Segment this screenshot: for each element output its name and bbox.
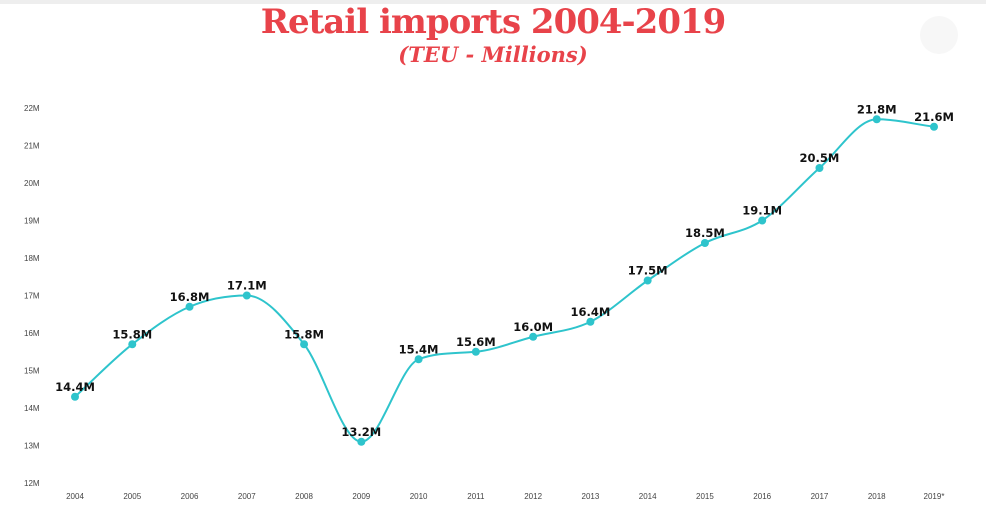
y-tick-label: 16M — [24, 329, 40, 338]
data-points — [71, 115, 938, 446]
data-label: 13.2M — [341, 425, 381, 439]
data-label: 15.4M — [399, 342, 439, 356]
x-axis: 2004 2005 2006 2007 2008 2009 2010 2011 2012 2013… — [66, 492, 944, 501]
data-label: 15.8M — [112, 327, 152, 341]
data-labels: 14.4M 15.8M 16.8M 17.1M 15.8M 13.2M 15.4M 15.6M… — [55, 102, 954, 439]
data-label: 16.4M — [570, 305, 610, 319]
data-label: 15.8M — [284, 327, 324, 341]
data-point — [242, 291, 251, 300]
y-tick-label: 22M — [24, 104, 40, 113]
chart-title: Retail imports 2004-2019 — [260, 2, 727, 42]
x-tick-label: 2019* — [924, 492, 945, 501]
data-point — [471, 347, 480, 356]
data-label: 17.5M — [628, 264, 668, 278]
y-tick-label: 14M — [24, 404, 40, 413]
x-tick-label: 2011 — [467, 492, 485, 501]
x-tick-label: 2012 — [524, 492, 542, 501]
y-tick-label: 21M — [24, 142, 40, 151]
data-point — [930, 122, 938, 131]
data-point — [643, 276, 652, 285]
y-tick-label: 12M — [24, 479, 40, 488]
x-tick-label: 2007 — [238, 492, 256, 501]
data-label: 15.6M — [456, 335, 496, 349]
x-tick-label: 2005 — [123, 492, 141, 501]
series-line — [74, 118, 935, 443]
x-tick-label: 2009 — [352, 492, 370, 501]
data-point — [71, 392, 79, 401]
data-point — [185, 302, 194, 311]
data-point — [128, 340, 137, 349]
x-tick-label: 2016 — [753, 492, 771, 501]
data-point — [586, 317, 595, 326]
y-axis: 12M 13M 14M 15M 16M 17M 18M 19M 20M 21M 22M — [24, 104, 40, 488]
x-tick-label: 2017 — [811, 492, 829, 501]
x-tick-label: 2008 — [295, 492, 313, 501]
data-point — [872, 115, 881, 124]
data-label: 21.6M — [914, 110, 954, 124]
data-label: 14.4M — [55, 380, 95, 394]
y-tick-label: 15M — [24, 367, 40, 376]
data-label: 19.1M — [742, 204, 782, 218]
data-label: 16.0M — [513, 320, 553, 334]
x-tick-label: 2015 — [696, 492, 714, 501]
x-tick-label: 2013 — [582, 492, 600, 501]
data-label: 16.8M — [170, 290, 210, 304]
data-point — [300, 340, 309, 349]
data-point — [815, 164, 824, 172]
x-tick-label: 2010 — [410, 492, 428, 501]
data-point — [529, 332, 538, 341]
top-divider — [0, 0, 986, 4]
chart-subtitle: (TEU - Millions) — [398, 42, 588, 67]
data-point — [700, 239, 709, 247]
x-tick-label: 2006 — [181, 492, 199, 501]
data-point — [758, 216, 767, 225]
y-tick-label: 13M — [24, 442, 40, 451]
y-tick-label: 19M — [24, 217, 40, 226]
x-tick-label: 2004 — [66, 492, 84, 501]
data-point — [414, 355, 423, 364]
y-tick-label: 20M — [24, 179, 40, 188]
data-label: 21.8M — [857, 102, 897, 116]
data-point — [357, 437, 366, 446]
data-label: 17.1M — [227, 279, 267, 293]
x-tick-label: 2014 — [639, 492, 657, 501]
x-tick-label: 2018 — [868, 492, 886, 501]
data-label: 18.5M — [685, 226, 725, 240]
menu-button[interactable] — [920, 16, 958, 54]
y-tick-label: 18M — [24, 254, 40, 263]
y-tick-label: 17M — [24, 292, 40, 301]
data-label: 20.5M — [800, 151, 840, 165]
